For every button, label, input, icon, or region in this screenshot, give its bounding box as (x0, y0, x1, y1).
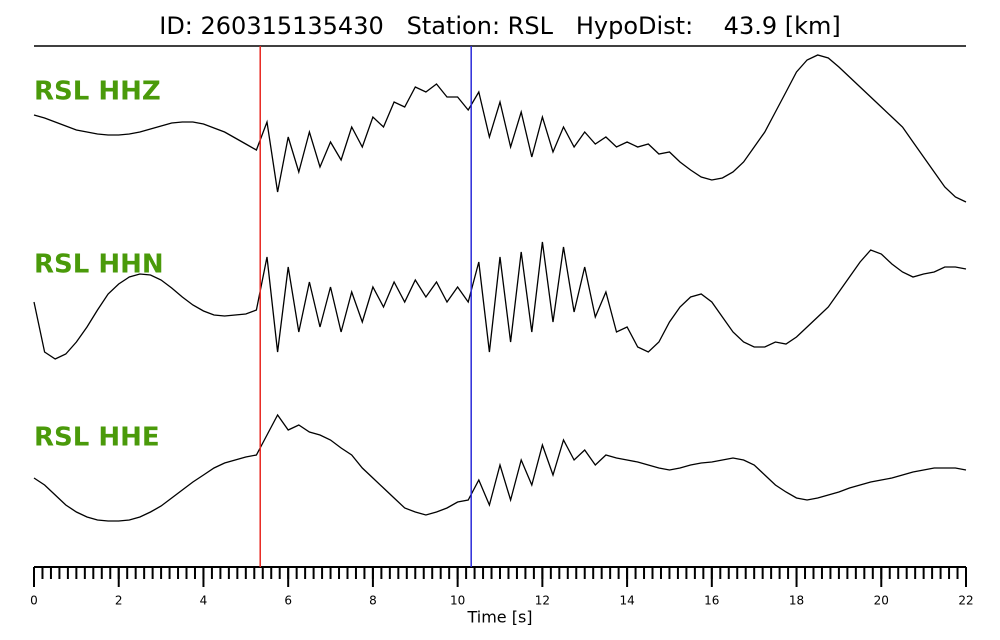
x-tick-label: 18 (789, 594, 804, 608)
waveform (33, 413, 967, 522)
x-tick-label: 10 (450, 594, 465, 608)
waveform (33, 241, 967, 360)
x-tick-label: 2 (115, 594, 123, 608)
x-tick-label: 16 (704, 594, 719, 608)
trace-label: RSL HHZ (34, 77, 161, 107)
x-tick-label: 14 (619, 594, 634, 608)
x-tick-label: 22 (958, 594, 973, 608)
waveform (33, 54, 967, 203)
x-tick-label: 8 (369, 594, 377, 608)
x-tick-label: 20 (874, 594, 889, 608)
x-tick-label: 0 (30, 594, 38, 608)
x-tick-label: 6 (284, 594, 292, 608)
trace-label: RSL HHE (34, 423, 160, 453)
chart-title: ID: 260315135430 Station: RSL HypoDist: … (159, 12, 841, 40)
x-tick-label: 12 (535, 594, 550, 608)
x-axis-label: Time [s] (466, 608, 532, 627)
trace-label: RSL HHN (34, 250, 164, 280)
x-tick-label: 4 (200, 594, 208, 608)
